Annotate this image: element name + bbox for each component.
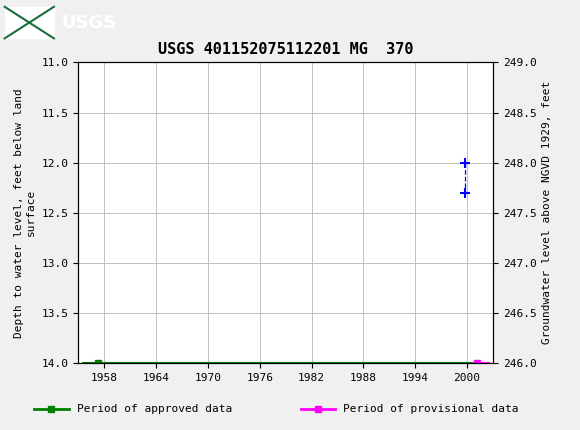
Text: USGS: USGS <box>61 14 116 31</box>
Text: Period of approved data: Period of approved data <box>77 403 232 414</box>
Bar <box>5 7 54 38</box>
Y-axis label: Groundwater level above NGVD 1929, feet: Groundwater level above NGVD 1929, feet <box>542 81 552 344</box>
Y-axis label: Depth to water level, feet below land
surface: Depth to water level, feet below land su… <box>14 88 36 338</box>
Text: Period of provisional data: Period of provisional data <box>343 403 519 414</box>
Title: USGS 401152075112201 MG  370: USGS 401152075112201 MG 370 <box>158 42 414 57</box>
